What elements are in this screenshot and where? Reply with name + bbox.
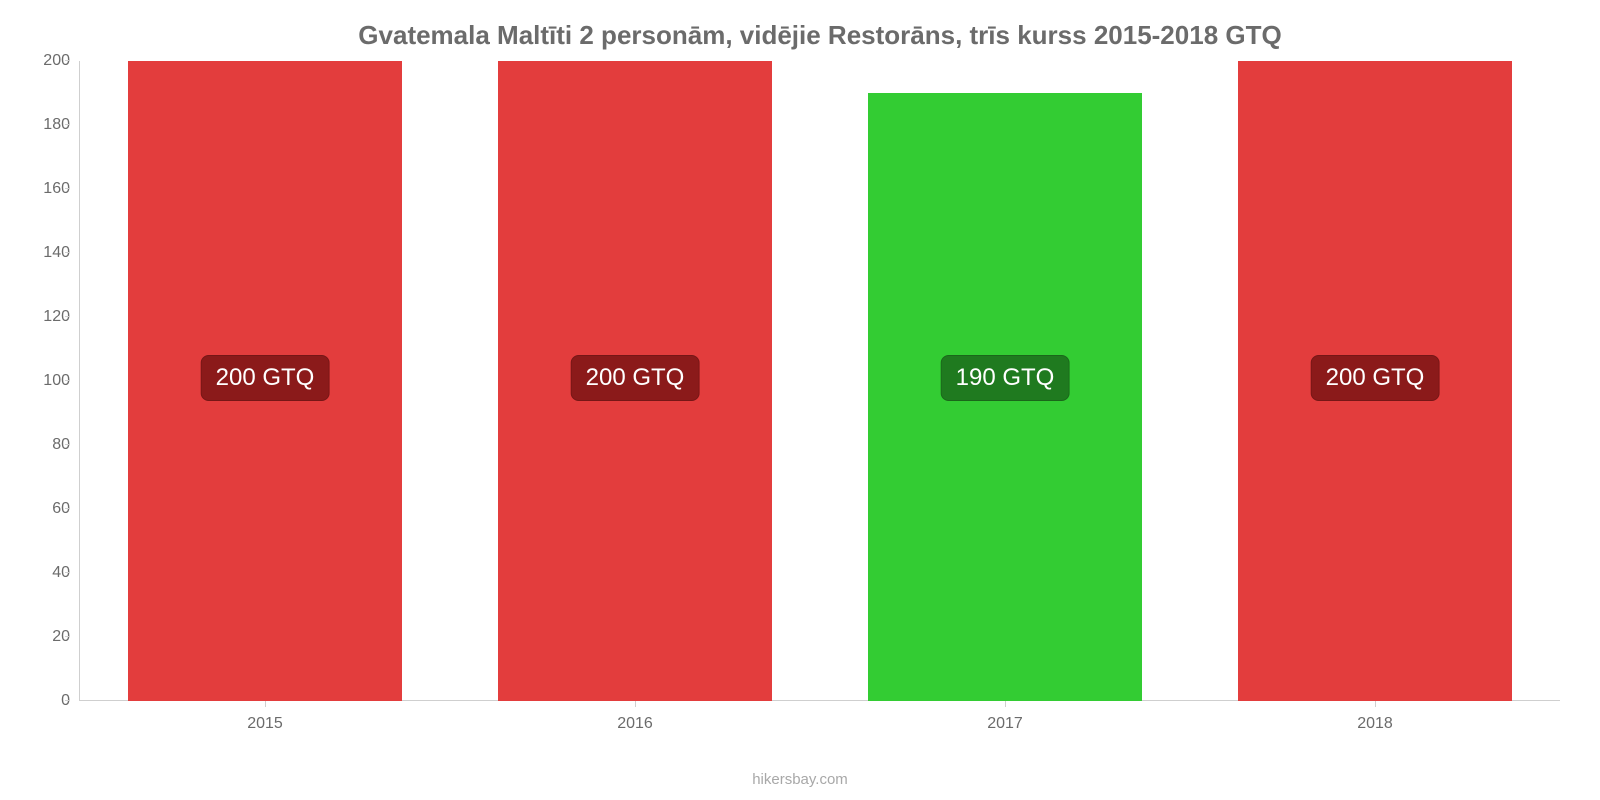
bar-slot: 200 GTQ2016 [450, 61, 820, 701]
bar-slot: 200 GTQ2018 [1190, 61, 1560, 701]
y-tick-mark [65, 636, 70, 637]
y-tick-mark [65, 700, 70, 701]
y-tick-label: 140 [20, 244, 70, 262]
y-tick-label: 0 [20, 692, 70, 710]
y-tick-mark [65, 572, 70, 573]
y-tick-label: 60 [20, 500, 70, 518]
y-tick-label: 20 [20, 628, 70, 646]
bars-group: 200 GTQ2015200 GTQ2016190 GTQ2017200 GTQ… [80, 61, 1560, 701]
x-tick-label: 2017 [987, 715, 1023, 733]
y-tick-mark [65, 124, 70, 125]
chart-title: Gvatemala Maltīti 2 personām, vidējie Re… [80, 20, 1560, 51]
x-tick-mark [1375, 701, 1376, 707]
y-tick-label: 180 [20, 116, 70, 134]
y-tick-label: 160 [20, 180, 70, 198]
x-tick-mark [635, 701, 636, 707]
y-tick-label: 40 [20, 564, 70, 582]
plot-area: 020406080100120140160180200 200 GTQ20152… [80, 61, 1560, 701]
y-tick-mark [65, 508, 70, 509]
y-tick-label: 100 [20, 372, 70, 390]
y-tick-mark [65, 188, 70, 189]
bar: 200 GTQ [1238, 61, 1512, 701]
bar: 190 GTQ [868, 93, 1142, 701]
bar-value-label: 200 GTQ [1311, 355, 1440, 401]
bar-slot: 190 GTQ2017 [820, 61, 1190, 701]
attribution-text: hikersbay.com [752, 771, 848, 788]
bar: 200 GTQ [128, 61, 402, 701]
x-tick-label: 2016 [617, 715, 653, 733]
bar-slot: 200 GTQ2015 [80, 61, 450, 701]
y-tick-mark [65, 444, 70, 445]
x-tick-mark [265, 701, 266, 707]
y-tick-mark [65, 252, 70, 253]
y-tick-label: 120 [20, 308, 70, 326]
x-tick-label: 2018 [1357, 715, 1393, 733]
y-tick-mark [65, 60, 70, 61]
y-axis [70, 61, 80, 701]
y-tick-label: 200 [20, 52, 70, 70]
bar-value-label: 200 GTQ [571, 355, 700, 401]
y-tick-mark [65, 316, 70, 317]
bar: 200 GTQ [498, 61, 772, 701]
x-tick-mark [1005, 701, 1006, 707]
bar-value-label: 190 GTQ [941, 355, 1070, 401]
y-tick-mark [65, 380, 70, 381]
bar-value-label: 200 GTQ [201, 355, 330, 401]
x-tick-label: 2015 [247, 715, 283, 733]
chart-container: Gvatemala Maltīti 2 personām, vidējie Re… [0, 0, 1600, 800]
y-tick-label: 80 [20, 436, 70, 454]
